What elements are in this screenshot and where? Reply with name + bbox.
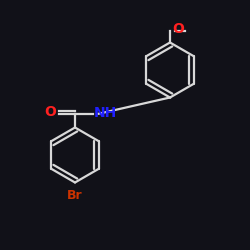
Text: Br: Br bbox=[67, 189, 83, 202]
Text: O: O bbox=[172, 22, 184, 36]
Text: NH: NH bbox=[94, 106, 118, 120]
Text: O: O bbox=[44, 105, 56, 119]
